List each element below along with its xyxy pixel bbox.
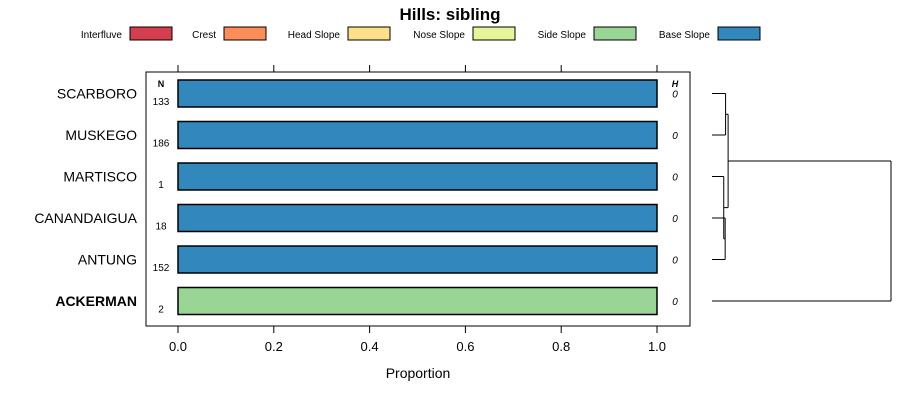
soil-label: ACKERMAN [55, 293, 137, 309]
bar-segment [177, 120, 658, 150]
legend-label: Base Slope [659, 30, 711, 41]
h-value-label: 0 [672, 131, 678, 142]
n-count-label: 186 [153, 139, 170, 150]
h-column-header: H [672, 79, 679, 89]
bar-segment [177, 245, 658, 274]
h-value-label: 0 [672, 173, 678, 184]
legend-swatch [593, 26, 637, 41]
x-axis-title: Proportion [386, 365, 451, 381]
bar-segment [177, 162, 658, 191]
n-count-label: 18 [155, 222, 167, 233]
x-tick-label: 0.8 [552, 339, 570, 354]
n-column-header: N [158, 79, 165, 89]
n-count-label: 1 [158, 180, 164, 191]
bar-segment [177, 79, 658, 108]
legend-swatch [347, 26, 391, 41]
x-tick-label: 0.6 [456, 339, 474, 354]
legend-swatch [717, 26, 761, 41]
legend-label: Head Slope [288, 30, 341, 41]
n-count-label: 133 [153, 97, 170, 108]
x-tick-label: 0.2 [265, 339, 283, 354]
legend-label: Nose Slope [413, 30, 465, 41]
x-axis: 0.0 0.2 0.4 0.6 0.8 1.0 [169, 65, 666, 354]
legend-swatch [129, 26, 173, 41]
soil-label: CANANDAIGUA [34, 210, 137, 226]
x-tick-label: 0.0 [169, 339, 187, 354]
soil-label: SCARBORO [57, 86, 137, 102]
h-value-label: 0 [672, 90, 678, 101]
legend-label: Interfluve [81, 30, 123, 41]
dendrogram [712, 93, 892, 302]
bar-segment [177, 286, 658, 316]
n-count-label: 152 [153, 263, 170, 274]
legend-label: Side Slope [538, 30, 587, 41]
h-value-label: 0 [672, 297, 678, 308]
soil-label: ANTUNG [78, 252, 137, 268]
x-tick-label: 1.0 [648, 339, 666, 354]
legend-swatch [472, 26, 516, 41]
legend-label: Crest [192, 30, 216, 41]
soil-label: MUSKEGO [65, 127, 137, 143]
h-value-label: 0 [672, 214, 678, 225]
plot-frame [145, 71, 691, 327]
n-count-label: 2 [158, 305, 164, 316]
x-tick-label: 0.4 [361, 339, 379, 354]
chart-title: Hills: sibling [399, 5, 500, 24]
legend-swatch [223, 26, 267, 41]
h-value-label: 0 [672, 256, 678, 267]
bar-rows: SCARBORO 133 0 MUSKEGO 186 0 MARTISCO 1 0 CANANDA… [34, 79, 678, 316]
legend: Interfluve Crest Head Slope Nose Slope Side … [81, 26, 761, 41]
soil-label: MARTISCO [63, 169, 137, 185]
bar-segment [177, 203, 658, 233]
